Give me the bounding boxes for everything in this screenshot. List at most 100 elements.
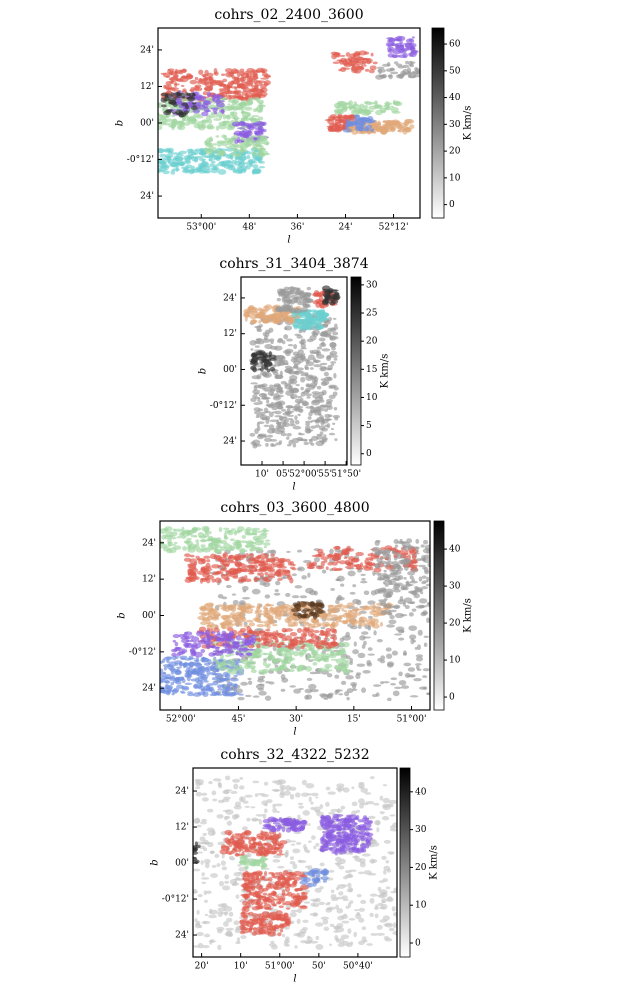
emission-patch [403, 662, 412, 667]
emission-patch [219, 540, 228, 545]
emission-patch [254, 568, 258, 573]
emission-patch [185, 92, 189, 96]
emission-patch [335, 658, 345, 664]
emission-patch [392, 930, 397, 936]
emission-patch [326, 906, 336, 910]
emission-patch [220, 860, 226, 866]
emission-patch [367, 615, 373, 619]
emission-patch [367, 605, 376, 610]
emission-patch [379, 811, 385, 815]
emission-patch [381, 855, 387, 860]
emission-patch [219, 911, 229, 915]
emission-patch [164, 118, 173, 123]
emission-patch [308, 374, 314, 380]
emission-patch [246, 605, 251, 610]
emission-patch [338, 693, 344, 696]
emission-patch [358, 124, 365, 129]
emission-patch [308, 384, 316, 390]
emission-patch [316, 346, 323, 350]
emission-patch [335, 689, 340, 694]
emission-patch [281, 627, 287, 633]
emission-patch [378, 560, 388, 565]
emission-patch [265, 415, 271, 421]
colorbar-tick-label: 0 [449, 693, 455, 703]
emission-patch [240, 796, 246, 802]
emission-patch [319, 804, 324, 809]
emission-patch [291, 568, 297, 571]
emission-patch [241, 648, 250, 651]
emission-patch [181, 75, 187, 80]
emission-patch [268, 357, 277, 361]
emission-patch [176, 69, 183, 74]
emission-patch [294, 415, 298, 421]
emission-patch [193, 857, 198, 862]
emission-patch [275, 810, 280, 813]
emission-patch [301, 779, 307, 786]
emission-patch [184, 631, 193, 636]
colorbar-tick-label: 5 [366, 421, 372, 431]
emission-patch [208, 157, 212, 162]
emission-patch [326, 398, 334, 403]
emission-patch [247, 558, 251, 562]
emission-patch [415, 654, 424, 658]
emission-patch [217, 841, 225, 846]
emission-patch [232, 94, 237, 98]
emission-patch [241, 121, 247, 127]
emission-patch [409, 580, 418, 584]
emission-patch [393, 633, 403, 636]
emission-patch [373, 802, 380, 806]
emission-patch [337, 616, 343, 619]
emission-patch [254, 345, 260, 348]
emission-patch [238, 693, 244, 696]
emission-patch [293, 620, 299, 627]
emission-patch [289, 632, 298, 637]
emission-patch [280, 606, 288, 609]
emission-patch [345, 52, 351, 57]
emission-patch [265, 603, 270, 607]
emission-patch [198, 69, 204, 75]
emission-patch [217, 903, 226, 908]
emission-patch [272, 371, 279, 376]
emission-patch [225, 114, 231, 119]
emission-patch [396, 567, 404, 572]
emission-patch [181, 687, 190, 691]
emission-patch [264, 539, 271, 542]
emission-patch [231, 121, 241, 127]
emission-patch [272, 854, 282, 859]
emission-patch [378, 893, 385, 899]
emission-patch [369, 897, 375, 904]
colorbar [431, 27, 445, 219]
emission-patch [162, 160, 166, 167]
emission-patch [294, 403, 301, 410]
emission-patch [230, 646, 238, 650]
emission-patch [271, 406, 278, 411]
emission-patch [367, 872, 377, 876]
emission-patch [205, 142, 214, 148]
emission-patch [355, 809, 361, 813]
emission-patch [426, 692, 430, 696]
emission-patch [176, 124, 186, 131]
emission-patch [235, 152, 242, 158]
emission-patch [217, 944, 222, 951]
emission-patch [202, 74, 206, 78]
emission-patch [332, 354, 338, 359]
emission-patch [232, 599, 239, 606]
emission-patch [309, 590, 317, 596]
emission-patch [321, 440, 325, 445]
emission-patch [422, 668, 430, 672]
emission-patch [259, 367, 264, 372]
emission-patch [303, 640, 312, 643]
emission-patch [352, 855, 360, 859]
emission-patch [212, 778, 222, 782]
emission-patch [255, 338, 263, 341]
emission-patch [287, 643, 296, 650]
emission-patch [223, 161, 231, 166]
emission-patch [176, 153, 184, 157]
emission-patch [162, 690, 171, 695]
emission-patch [213, 537, 220, 542]
emission-patch [419, 557, 427, 561]
emission-patch [398, 74, 404, 79]
emission-patch [236, 647, 244, 651]
emission-patch [260, 316, 266, 322]
colorbar-tick-label: 25 [366, 309, 378, 319]
